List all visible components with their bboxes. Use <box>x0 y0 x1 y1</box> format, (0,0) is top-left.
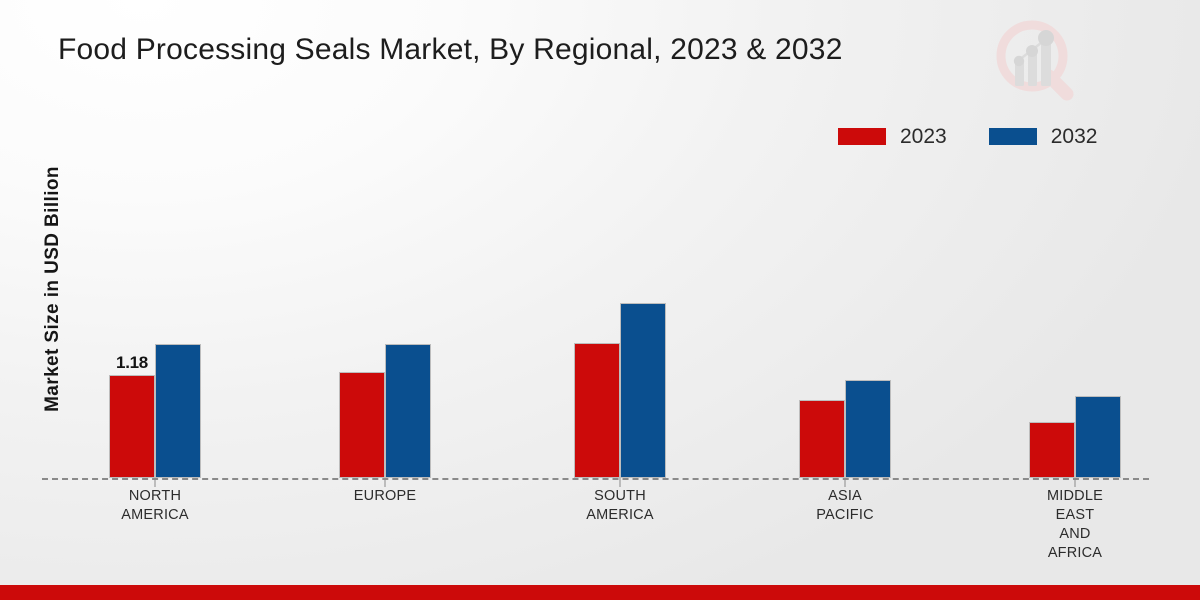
bar-middle-east-and-africa-2023[interactable] <box>1029 422 1075 478</box>
bar-north-america-2023[interactable] <box>109 374 155 478</box>
category-label-europe: EUROPE <box>285 487 485 506</box>
category-label-line: AND <box>1059 526 1091 542</box>
legend-item-2032[interactable]: 2032 <box>988 125 1098 148</box>
legend-label-2023: 2023 <box>900 125 947 148</box>
axis-tick <box>1074 478 1076 487</box>
category-label-line: EAST <box>1055 507 1095 523</box>
bar-north-america-2032[interactable] <box>155 344 201 478</box>
bottom-accent-band <box>0 585 1200 600</box>
category-label-line: SOUTH <box>594 488 646 504</box>
category-label-line: MIDDLE <box>1047 488 1103 504</box>
axis-tick <box>844 478 846 487</box>
chart-title: Food Processing Seals Market, By Regiona… <box>58 33 843 66</box>
bar-south-america-2023[interactable] <box>574 342 620 478</box>
axis-tick <box>384 478 386 487</box>
bar-asia-pacific-2032[interactable] <box>845 380 891 478</box>
bar-middle-east-and-africa-2032[interactable] <box>1075 395 1121 478</box>
category-label-line: NORTH <box>128 488 182 504</box>
bar-europe-2023[interactable] <box>339 372 385 478</box>
bar-south-america-2032[interactable] <box>620 303 666 478</box>
category-label-asia-pacific: ASIA PACIFIC <box>745 487 945 525</box>
category-label-south-america: SOUTH AMERICA <box>520 487 720 525</box>
legend-swatch-2023 <box>838 128 886 145</box>
axis-baseline <box>42 478 1149 480</box>
data-label-north-america-2023: 1.18 <box>116 352 148 372</box>
category-label-line: AMERICA <box>121 507 189 523</box>
category-label-line: AMERICA <box>586 507 654 523</box>
chart-legend: 2023 2032 <box>838 126 1097 147</box>
bar-europe-2032[interactable] <box>385 343 431 478</box>
legend-item-2023[interactable]: 2023 <box>838 126 947 147</box>
axis-tick <box>619 478 621 487</box>
category-label-line: AFRICA <box>1047 545 1103 561</box>
bar-asia-pacific-2023[interactable] <box>799 400 845 478</box>
legend-label-2032: 2032 <box>1050 125 1098 148</box>
category-label-north-america: NORTH AMERICA <box>55 487 255 525</box>
category-label-line: ASIA <box>828 488 862 504</box>
category-label-line: PACIFIC <box>816 507 874 523</box>
category-label-line: EUROPE <box>353 488 417 504</box>
category-label-middle-east-and-africa: MIDDLE EAST AND AFRICA <box>975 487 1175 563</box>
legend-swatch-2032 <box>988 128 1037 145</box>
axis-tick <box>154 478 156 487</box>
